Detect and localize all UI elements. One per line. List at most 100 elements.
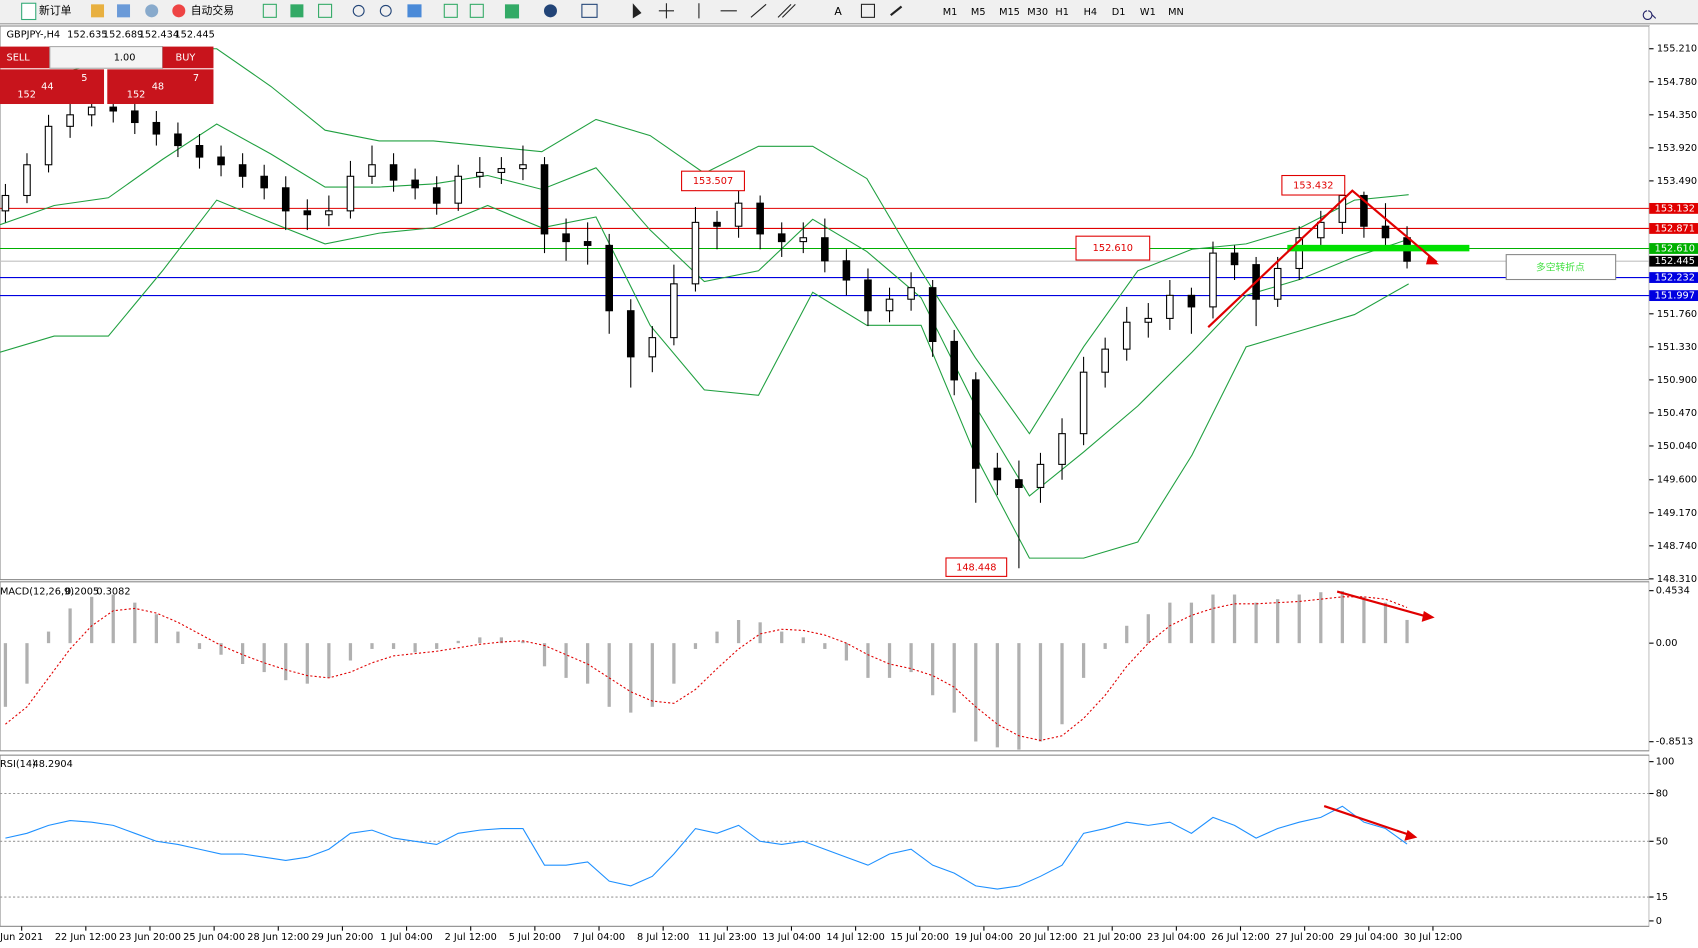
new-order-icon[interactable] bbox=[21, 2, 37, 21]
buy-big[interactable]: 152 bbox=[127, 89, 146, 100]
level-tag bbox=[1649, 202, 1698, 214]
sell-big[interactable]: 152 bbox=[17, 89, 36, 100]
icon[interactable] bbox=[504, 4, 520, 19]
timeframe-button[interactable]: M30 bbox=[1027, 7, 1048, 18]
candle-body bbox=[281, 187, 290, 212]
macd-main: 0.2005 bbox=[65, 587, 99, 598]
icon[interactable] bbox=[91, 4, 105, 18]
icon[interactable] bbox=[543, 4, 557, 18]
annotation-box bbox=[1281, 174, 1346, 196]
candle-body bbox=[411, 179, 419, 189]
candle-body bbox=[605, 244, 613, 312]
timeframe-button[interactable]: H1 bbox=[1055, 7, 1069, 18]
timeframe-button[interactable]: H4 bbox=[1084, 7, 1098, 18]
chart-info: GBPJPY-,H4 152.635 152.689 152.434 152.4… bbox=[7, 30, 215, 41]
candle-body bbox=[1079, 371, 1088, 435]
time-label: 23 Jul 04:00 bbox=[1147, 932, 1205, 943]
price-tick-label: 154.780 bbox=[1657, 77, 1697, 88]
buy-frac[interactable]: 7 bbox=[193, 73, 199, 84]
icon[interactable] bbox=[290, 4, 304, 18]
timeframe-button[interactable]: M15 bbox=[999, 7, 1020, 18]
timeframe-button[interactable]: M1 bbox=[943, 7, 958, 18]
icon[interactable] bbox=[860, 3, 876, 18]
candle-body bbox=[1166, 294, 1174, 319]
icon[interactable] bbox=[407, 4, 422, 18]
candle-body bbox=[1036, 463, 1045, 488]
drawings: 153.507 153.432 152.610 148.448 多空转折点 MA… bbox=[0, 170, 1617, 841]
icon[interactable] bbox=[352, 4, 365, 17]
candle-body bbox=[23, 164, 31, 197]
search-icon[interactable] bbox=[1642, 10, 1657, 20]
buy-price[interactable] bbox=[107, 69, 214, 105]
icon[interactable] bbox=[658, 3, 674, 19]
candle-body bbox=[303, 210, 312, 216]
buy-pips[interactable]: 48 bbox=[152, 82, 164, 93]
annotation: 153.432 bbox=[1293, 180, 1333, 191]
price-tick-label: 150.470 bbox=[1657, 408, 1697, 419]
price-tick-label: 151.330 bbox=[1657, 342, 1697, 353]
annotation-box bbox=[1075, 235, 1151, 261]
icon[interactable] bbox=[318, 3, 333, 18]
icon[interactable] bbox=[632, 3, 642, 19]
candle-body bbox=[648, 337, 657, 358]
sell-button[interactable] bbox=[0, 46, 50, 69]
time-label: 11 Jul 23:00 bbox=[698, 932, 756, 943]
rsi-tick-label: 15 bbox=[1656, 892, 1668, 903]
timeframe-button[interactable]: M5 bbox=[971, 7, 986, 18]
icon[interactable] bbox=[379, 4, 392, 17]
macd-tick-label: 0.00 bbox=[1656, 638, 1678, 649]
annotation: 153.507 bbox=[693, 176, 733, 187]
lot-box[interactable] bbox=[49, 46, 164, 69]
icon[interactable] bbox=[145, 4, 159, 18]
timeframe-button[interactable]: D1 bbox=[1112, 7, 1126, 18]
icon[interactable] bbox=[469, 3, 484, 18]
level-label: 153.132 bbox=[1655, 203, 1695, 214]
timeframe-button[interactable]: MN bbox=[1168, 7, 1184, 18]
candle-body bbox=[821, 237, 829, 262]
sell-pips[interactable]: 44 bbox=[41, 82, 53, 93]
candle-body bbox=[691, 221, 700, 285]
open: 152.635 bbox=[67, 30, 107, 41]
time-label: 28 Jun 12:00 bbox=[247, 932, 309, 943]
annotation: 152.610 bbox=[1093, 243, 1133, 254]
annotation-box bbox=[945, 557, 1008, 577]
auto-trading-button[interactable]: 自动交易 bbox=[191, 3, 234, 17]
new-order-button[interactable]: 新订单 bbox=[39, 3, 72, 17]
buy-label[interactable]: BUY bbox=[176, 52, 196, 63]
bollinger-middle bbox=[0, 123, 1409, 497]
candle-body bbox=[1058, 433, 1066, 465]
candle-body bbox=[907, 287, 915, 300]
macd-signal-line bbox=[5, 596, 1408, 741]
toolbar-bg bbox=[0, 0, 1698, 24]
time-label: 20 Jul 12:00 bbox=[1019, 932, 1077, 943]
auto-trading-icon[interactable] bbox=[172, 4, 186, 18]
icon[interactable] bbox=[581, 3, 598, 18]
icon[interactable] bbox=[443, 3, 458, 18]
candle-body bbox=[670, 283, 678, 339]
candle-body bbox=[1144, 317, 1153, 323]
sell-frac[interactable]: 5 bbox=[81, 73, 87, 84]
icon[interactable] bbox=[698, 3, 767, 19]
icon[interactable]: A bbox=[834, 5, 842, 18]
divergence-arrow bbox=[1323, 590, 1431, 838]
candle-body bbox=[1209, 252, 1217, 308]
level-label: 152.445 bbox=[1655, 256, 1695, 267]
sell-label[interactable]: SELL bbox=[7, 52, 31, 63]
macd-name: MACD(12,26,9) bbox=[0, 587, 74, 598]
level-tag bbox=[1649, 255, 1698, 267]
time-label: 13 Jul 04:00 bbox=[762, 932, 820, 943]
icon[interactable] bbox=[262, 3, 277, 18]
icon[interactable] bbox=[777, 3, 796, 18]
price-tick-label: 155.210 bbox=[1657, 44, 1697, 55]
icon[interactable] bbox=[890, 5, 903, 17]
candle-body bbox=[152, 121, 161, 135]
icon[interactable] bbox=[117, 4, 131, 18]
price-tick-label: 150.900 bbox=[1657, 375, 1697, 386]
buy-button[interactable] bbox=[162, 46, 214, 69]
timeframe-button[interactable]: W1 bbox=[1140, 7, 1156, 18]
macd-tick-label: -0.8513 bbox=[1656, 737, 1694, 748]
sell-price[interactable] bbox=[0, 69, 105, 105]
price-tick-label: 149.600 bbox=[1657, 475, 1697, 486]
lot-size[interactable]: 1.00 bbox=[114, 52, 136, 63]
candle-body bbox=[1101, 348, 1109, 373]
